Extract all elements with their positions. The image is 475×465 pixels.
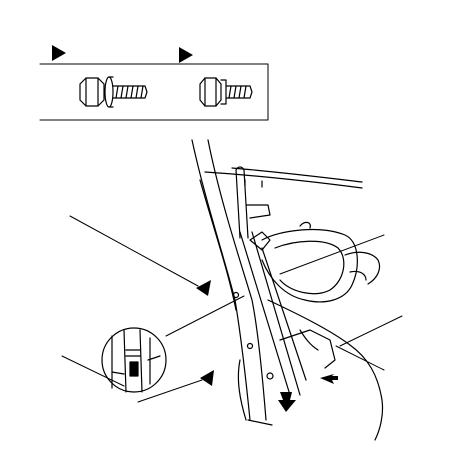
lower-left-leader [61,355,125,387]
arrow-left-icon [320,374,338,384]
arrow-down-icon [278,392,296,412]
right-arc-leader [335,345,385,371]
detail-connector [165,295,245,337]
door-assembly-drawing [191,139,384,441]
upper-right-leader [279,234,385,275]
fastener-marker-upper [196,280,211,296]
fastener-markers [196,280,214,386]
triangle-marker-2 [179,47,193,63]
direction-arrows [278,374,338,412]
middle-right-leader [339,315,403,347]
fastener-marker-lower [200,370,214,386]
bottom-left-leader [137,379,203,403]
detail-view-circle [101,327,167,393]
flange-bolt-icon [199,77,253,107]
legend-box [39,45,269,121]
bolt-with-washer-icon [79,76,148,108]
triangle-marker-1 [52,45,66,61]
leader-lines [61,215,403,403]
upper-left-leader [69,215,199,287]
